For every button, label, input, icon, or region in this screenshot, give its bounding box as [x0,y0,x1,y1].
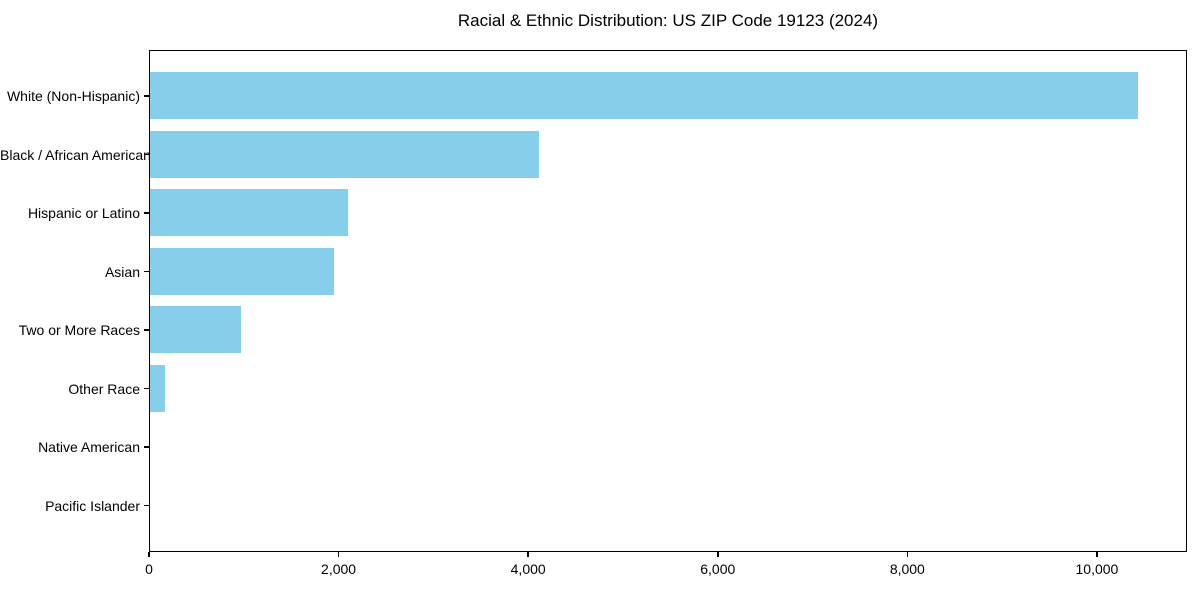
x-tick-label: 6,000 [700,561,736,577]
y-tick-mark [144,446,149,448]
y-tick-mark [144,329,149,331]
y-tick-mark [144,504,149,507]
bar-white-non-hispanic [150,72,1138,120]
bar-two-or-more-races [150,306,241,354]
y-tick-label: Other Race [68,380,140,397]
y-tick-mark [144,95,149,97]
bar-other-race [150,364,166,412]
bar-black-african-american [150,130,539,178]
x-tick-label: 2,000 [321,561,357,577]
bar-asian [150,247,334,295]
y-tick-mark [144,387,149,390]
chart-title: Racial & Ethnic Distribution: US ZIP Cod… [457,11,879,30]
y-tick-label: Black / African American [0,146,151,163]
x-tick-mark [148,552,150,557]
x-tick-label: 10,000 [1075,561,1119,577]
y-tick-mark [144,270,149,273]
y-tick-label: Pacific Islander [45,497,140,514]
y-tick-label: White (Non-Hispanic) [6,88,140,105]
y-tick-label: Asian [104,263,140,280]
y-tick-label: Hispanic or Latino [27,205,140,222]
x-tick-mark [527,552,529,557]
y-tick-label: Two or More Races [18,322,140,339]
x-tick-mark [716,552,719,557]
x-tick-label: 0 [145,561,153,577]
x-tick-mark [337,552,340,557]
y-tick-mark [144,153,149,156]
x-tick-label: 4,000 [510,561,546,577]
y-tick-mark [144,212,149,214]
x-tick-mark [1096,552,1098,557]
plot-area [149,50,1187,552]
y-tick-label: Native American [38,439,140,456]
x-tick-label: 8,000 [889,561,925,577]
x-tick-mark [906,552,909,557]
bar-hispanic-or-latino [150,189,349,237]
